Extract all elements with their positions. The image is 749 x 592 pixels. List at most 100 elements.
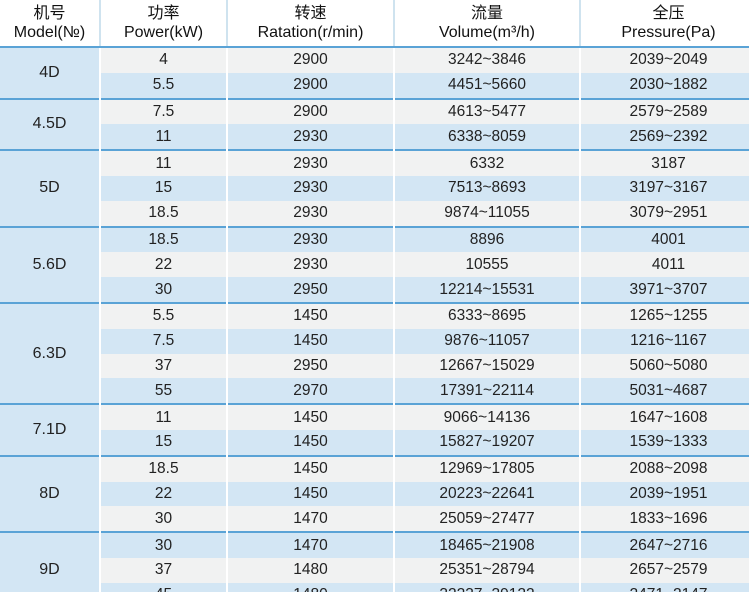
volume-cell: 32237~39122 <box>393 582 580 592</box>
power-cell: 7.5 <box>99 328 227 354</box>
pressure-cell: 2471~2147 <box>579 582 749 592</box>
table-row: 30 1470 25059~27477 1833~1696 <box>0 506 749 533</box>
volume-cell: 9876~11057 <box>393 328 580 354</box>
table-row: 7.5 1450 9876~11057 1216~1167 <box>0 328 749 354</box>
header-pressure-cn: 全压 <box>652 5 685 22</box>
pressure-cell: 3187 <box>579 149 749 176</box>
volume-cell: 4451~5660 <box>393 72 580 99</box>
speed-cell: 1470 <box>226 506 394 533</box>
power-cell: 11 <box>99 149 227 176</box>
volume-cell: 25059~27477 <box>393 506 580 533</box>
pressure-cell: 2039~1951 <box>579 481 749 507</box>
speed-cell: 2930 <box>226 252 394 278</box>
volume-cell: 7513~8693 <box>393 175 580 201</box>
speed-cell: 1450 <box>226 454 394 482</box>
volume-cell: 20223~22641 <box>393 481 580 507</box>
volume-cell: 6338~8059 <box>393 124 580 151</box>
pressure-cell: 3197~3167 <box>579 175 749 201</box>
table-row: 9D 30 1470 18465~21908 2647~2716 <box>0 531 749 592</box>
volume-cell: 8896 <box>393 225 580 253</box>
speed-cell: 2970 <box>226 378 394 405</box>
model-cell: 5D <box>0 149 100 227</box>
speed-cell: 1480 <box>226 557 394 583</box>
pressure-cell: 1833~1696 <box>579 506 749 533</box>
volume-cell: 4613~5477 <box>393 97 580 125</box>
power-cell: 18.5 <box>99 454 227 482</box>
table-row: 6.3D 5.5 1450 6333~8695 1265~1255 <box>0 301 749 405</box>
pressure-cell: 2088~2098 <box>579 454 749 482</box>
speed-cell: 1450 <box>226 328 394 354</box>
table-row: 5D 11 2930 6332 3187 <box>0 149 749 227</box>
pressure-cell: 1265~1255 <box>579 301 749 329</box>
power-cell: 45 <box>99 582 227 592</box>
pressure-cell: 3971~3707 <box>579 277 749 303</box>
pressure-cell: 4001 <box>579 225 749 253</box>
header-power: 功率 Power(kW) <box>99 0 227 48</box>
pressure-cell: 4011 <box>579 252 749 278</box>
speed-cell: 1450 <box>226 403 394 430</box>
power-cell: 11 <box>99 403 227 430</box>
volume-cell: 6333~8695 <box>393 301 580 329</box>
model-cell: 4.5D <box>0 97 100 151</box>
pressure-cell: 5060~5080 <box>579 353 749 379</box>
table-row: 22 2930 10555 4011 <box>0 252 749 278</box>
speed-cell: 2900 <box>226 97 394 125</box>
pressure-cell: 5031~4687 <box>579 378 749 405</box>
table-row: 5.6D 18.5 2930 8896 4001 <box>0 225 749 303</box>
table-row: 11 2930 6338~8059 2569~2392 <box>0 124 749 151</box>
table-row: 15 2930 7513~8693 3197~3167 <box>0 175 749 201</box>
power-cell: 37 <box>99 557 227 583</box>
header-volume-cn: 流量 <box>470 5 503 22</box>
table-row: 4.5D 7.5 2900 4613~5477 2579~2589 <box>0 97 749 151</box>
table-row: 30 2950 12214~15531 3971~3707 <box>0 277 749 303</box>
speed-cell: 1450 <box>226 429 394 456</box>
power-cell: 5.5 <box>99 301 227 329</box>
speed-cell: 1480 <box>226 582 394 592</box>
header-speed-en: Ratation(r/min) <box>257 24 364 41</box>
table-row: 37 1480 25351~28794 2657~2579 <box>0 557 749 583</box>
speed-cell: 2930 <box>226 124 394 151</box>
volume-cell: 3242~3846 <box>393 46 580 73</box>
header-speed-cn: 转速 <box>294 5 327 22</box>
pressure-cell: 1539~1333 <box>579 429 749 456</box>
volume-cell: 10555 <box>393 252 580 278</box>
volume-cell: 6332 <box>393 149 580 176</box>
pressure-cell: 3079~2951 <box>579 200 749 227</box>
table-row: 45148032237~391222471~2147 <box>0 582 749 592</box>
power-cell: 18.5 <box>99 200 227 227</box>
volume-cell: 18465~21908 <box>393 531 580 558</box>
header-pressure: 全压 Pressure(Pa) <box>579 0 749 48</box>
header-volume: 流量 Volume(m³/h) <box>393 0 580 48</box>
header-power-en: Power(kW) <box>123 24 204 41</box>
table-row: 4D 4 2900 3242~3846 2039~2049 <box>0 46 749 99</box>
pressure-cell: 2039~2049 <box>579 46 749 73</box>
pressure-cell: 1216~1167 <box>579 328 749 354</box>
power-cell: 11 <box>99 124 227 151</box>
speed-cell: 2950 <box>226 277 394 303</box>
power-cell: 55 <box>99 378 227 405</box>
header-model-en: Model(№) <box>13 24 86 41</box>
volume-cell: 12969~17805 <box>393 454 580 482</box>
pressure-cell: 2647~2716 <box>579 531 749 558</box>
header-row: 机号 Model(№) 功率 Power(kW) 转速 Ratation(r/min)… <box>0 0 749 48</box>
speed-cell: 2900 <box>226 46 394 73</box>
model-cell: 7.1D <box>0 403 100 456</box>
header-speed: 转速 Ratation(r/min) <box>226 0 394 48</box>
speed-cell: 2900 <box>226 72 394 99</box>
speed-cell: 2930 <box>226 200 394 227</box>
speed-cell: 2930 <box>226 225 394 253</box>
power-cell: 30 <box>99 277 227 303</box>
power-cell: 18.5 <box>99 225 227 253</box>
power-cell: 30 <box>99 506 227 533</box>
table-row: 5.5 2900 4451~5660 2030~1882 <box>0 72 749 99</box>
speed-cell: 1450 <box>226 481 394 507</box>
volume-cell: 17391~22114 <box>393 378 580 405</box>
table-row: 15 1450 15827~19207 1539~1333 <box>0 429 749 456</box>
table-row: 8D 18.5 1450 12969~17805 2088~2098 <box>0 454 749 533</box>
model-cell: 5.6D <box>0 225 100 303</box>
model-cell: 6.3D <box>0 301 100 405</box>
table-row: 37 2950 12667~15029 5060~5080 <box>0 353 749 379</box>
speed-cell: 2950 <box>226 353 394 379</box>
table-header: 机号 Model(№) 功率 Power(kW) 转速 Ratation(r/min)… <box>0 0 749 48</box>
pressure-cell: 2579~2589 <box>579 97 749 125</box>
